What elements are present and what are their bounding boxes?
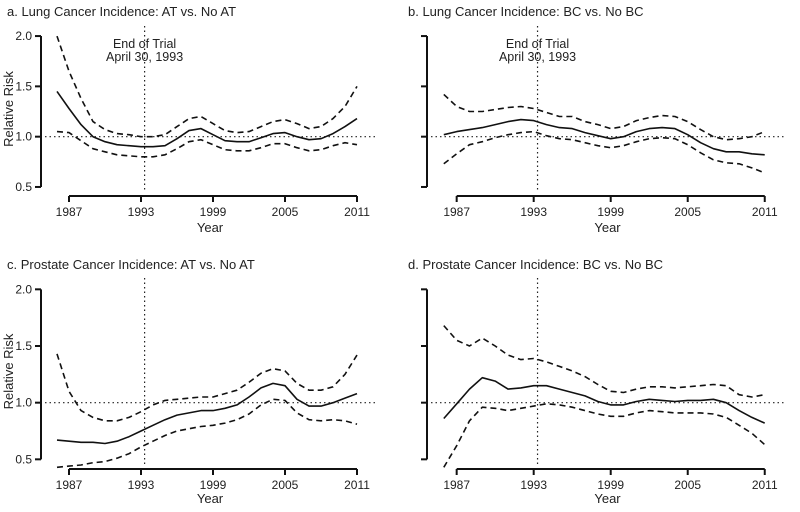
end-of-trial-annotation: End of Trial <box>506 37 569 51</box>
panel-d: d. Prostate Cancer Incidence: BC vs. No … <box>408 257 784 506</box>
panel-d-plot-area: 1987 1993 1999 2005 2011 Year <box>421 278 784 506</box>
y-tick-label: 1.0 <box>15 130 32 144</box>
x-tick-label: 1999 <box>200 205 227 219</box>
x-tick-label: 1993 <box>128 205 155 219</box>
panel-b-title: b. Lung Cancer Incidence: BC vs. No BC <box>408 4 644 19</box>
y-tick-label: 0.5 <box>15 452 32 466</box>
upper-ci-line <box>56 353 358 422</box>
x-tick-label: 2011 <box>752 478 778 492</box>
end-of-trial-annotation: April 30, 1993 <box>106 50 183 64</box>
x-tick-label: 2005 <box>674 205 701 219</box>
upper-ci-line <box>56 35 358 138</box>
panel-b: b. Lung Cancer Incidence: BC vs. No BC 1… <box>408 4 784 235</box>
x-axis-label: Year <box>197 491 224 506</box>
x-axis-label: Year <box>594 491 621 506</box>
x-tick-label: 2011 <box>344 478 370 492</box>
upper-ci-line <box>443 325 765 398</box>
y-tick-label: 2.0 <box>15 282 32 296</box>
lower-ci-line <box>56 398 358 469</box>
x-tick-label: 1993 <box>520 205 547 219</box>
x-tick-label: 1987 <box>443 478 470 492</box>
x-tick-label: 2005 <box>272 478 299 492</box>
panel-b-plot-area: 1987 1993 1999 2005 2011 Year End of TrialApri… <box>421 26 784 235</box>
x-tick-label: 1987 <box>56 205 83 219</box>
estimate-line <box>443 376 766 424</box>
lower-ci-line <box>56 130 358 158</box>
panel-d-title: d. Prostate Cancer Incidence: BC vs. No … <box>408 257 663 272</box>
x-tick-label: 1987 <box>443 205 470 219</box>
lower-ci-line <box>443 402 766 468</box>
x-axis-label: Year <box>594 220 621 235</box>
x-tick-label: 2005 <box>272 205 299 219</box>
x-axis-label: Year <box>197 220 224 235</box>
x-tick-label: 2011 <box>752 205 778 219</box>
estimate-line <box>443 118 765 156</box>
panel-a-title: a. Lung Cancer Incidence: AT vs. No AT <box>7 4 236 19</box>
y-tick-label: 1.0 <box>15 396 32 410</box>
x-tick-label: 1999 <box>597 478 624 492</box>
x-tick-label: 1993 <box>128 478 155 492</box>
x-tick-label: 1993 <box>520 478 547 492</box>
y-axis-label: Relative Risk <box>1 71 16 147</box>
x-tick-label: 2005 <box>674 478 701 492</box>
y-tick-label: 1.5 <box>15 79 32 93</box>
x-tick-label: 2011 <box>344 205 370 219</box>
estimate-line <box>56 90 358 148</box>
panel-c-title: c. Prostate Cancer Incidence: AT vs. No … <box>7 257 255 272</box>
end-of-trial-annotation: April 30, 1993 <box>499 50 576 64</box>
panel-c: c. Prostate Cancer Incidence: AT vs. No … <box>1 257 375 506</box>
y-tick-label: 0.5 <box>15 180 32 194</box>
end-of-trial-annotation: End of Trial <box>113 37 176 51</box>
x-tick-label: 1987 <box>56 478 83 492</box>
x-tick-label: 1999 <box>597 205 624 219</box>
y-tick-label: 2.0 <box>15 29 32 43</box>
y-axis-label: Relative Risk <box>1 333 16 409</box>
upper-ci-line <box>443 93 765 141</box>
lower-ci-line <box>443 130 765 174</box>
panel-a: a. Lung Cancer Incidence: AT vs. No AT 1… <box>1 4 375 235</box>
panel-c-plot-area: 1987 1993 1999 2005 2011 Year 0.5 1.0 1.5 2.0 Rela… <box>1 278 375 506</box>
panel-a-plot-area: 1987 1993 1999 2005 2011 Year 0.5 1.0 1.5 2.0 Rela… <box>1 26 375 235</box>
y-tick-label: 1.5 <box>15 339 32 353</box>
x-tick-label: 1999 <box>200 478 227 492</box>
estimate-line <box>56 382 358 445</box>
